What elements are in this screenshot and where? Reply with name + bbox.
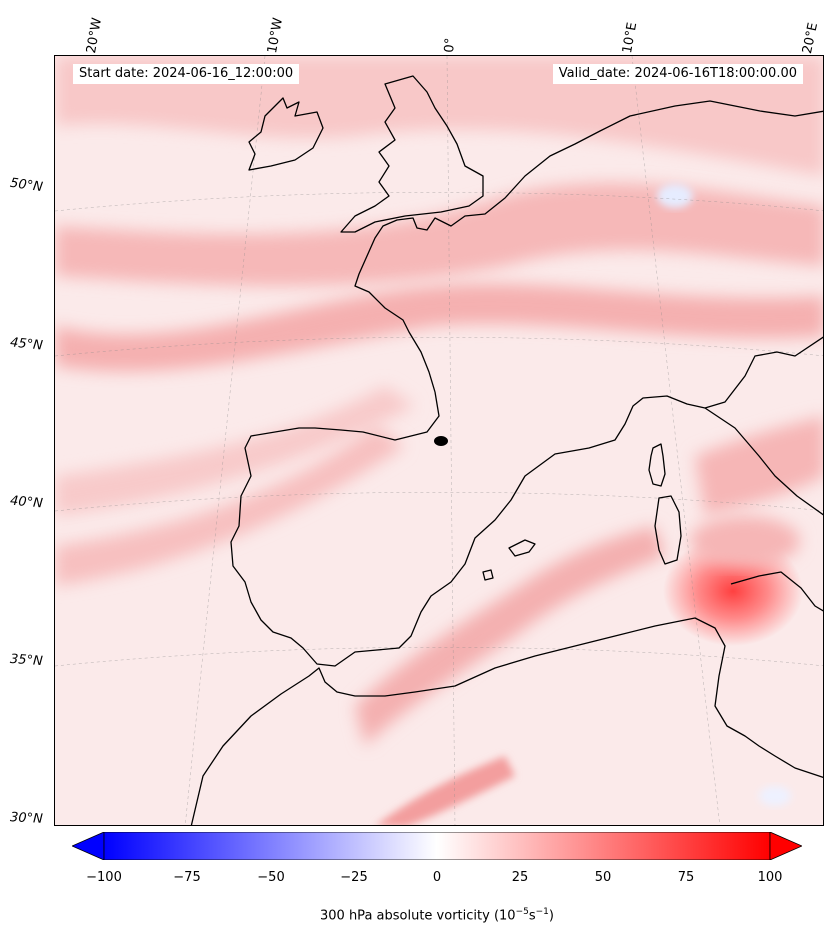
- lat-label-45n: 45°N: [9, 335, 44, 354]
- lat-label-40n: 40°N: [9, 493, 44, 512]
- colorbar-min-arrow: [72, 832, 105, 860]
- lon-label-0: 0°: [442, 37, 459, 54]
- coastlines: [190, 75, 823, 825]
- colorbar-tick-75: 75: [677, 870, 695, 885]
- vorticity-map: Start date: 2024-06-16_12:00:00 Valid_da…: [54, 55, 824, 826]
- valid-date-label: Valid_date: 2024-06-16T18:00:00.00: [552, 64, 803, 84]
- lat-label-50n: 50°N: [9, 175, 44, 196]
- start-date-label: Start date: 2024-06-16_12:00:00: [73, 64, 300, 84]
- colorbar-tick-m25: −25: [340, 870, 368, 885]
- lon-label-10e: 10°E: [620, 21, 641, 55]
- location-marker: [434, 436, 448, 446]
- colorbar-tick-m100: −100: [86, 870, 122, 885]
- lon-label-10w: 10°W: [265, 16, 287, 55]
- lat-label-35n: 35°N: [9, 651, 44, 670]
- colorbar-tick-m75: −75: [173, 870, 201, 885]
- colorbar-tick-0: 0: [432, 870, 442, 885]
- colorbar-max-arrow: [769, 832, 802, 860]
- colorbar-ramp: [103, 832, 771, 860]
- lon-label-20e: 20°E: [800, 21, 822, 56]
- graticule: [55, 56, 823, 825]
- colorbar: [72, 832, 802, 860]
- colorbar-tick-100: 100: [757, 870, 783, 885]
- colorbar-tick-25: 25: [511, 870, 529, 885]
- lat-label-30n: 30°N: [9, 810, 44, 827]
- vorticity-field: [55, 56, 823, 825]
- colorbar-tick-m50: −50: [257, 870, 285, 885]
- lon-label-20w: 20°W: [84, 16, 106, 55]
- map-canvas: [55, 56, 823, 825]
- colorbar-tick-50: 50: [594, 870, 612, 885]
- colorbar-label: 300 hPa absolute vorticity (10−5s−1): [320, 907, 554, 924]
